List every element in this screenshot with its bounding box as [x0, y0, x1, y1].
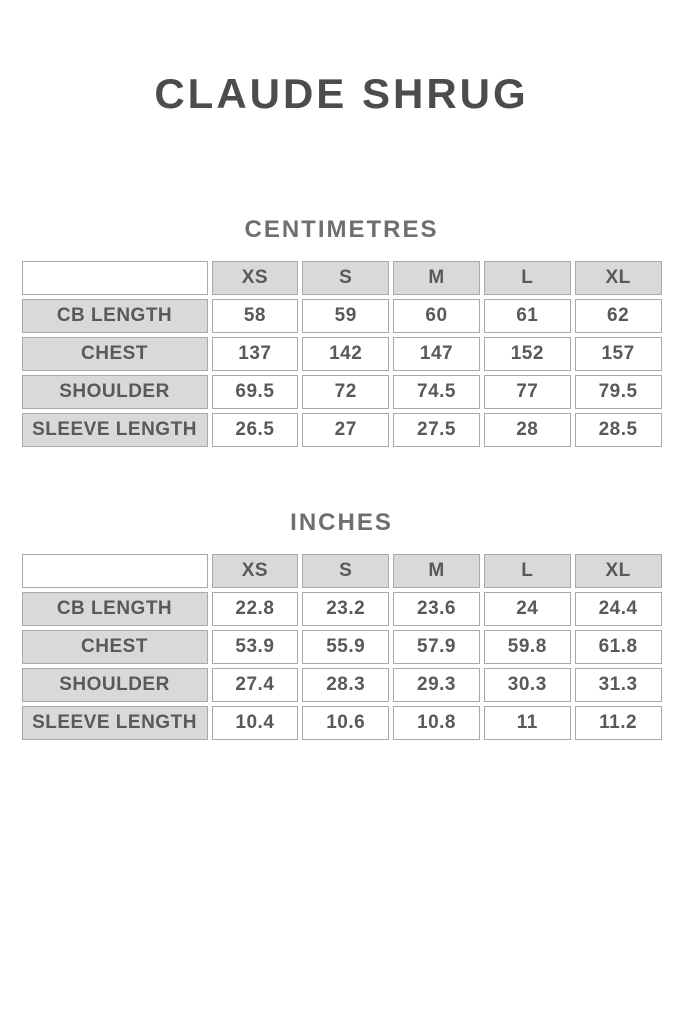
table-header-row: XS S M L XL	[21, 261, 662, 296]
value-cell: 72	[302, 375, 390, 410]
value-cell: 157	[574, 337, 662, 372]
corner-cell	[21, 553, 208, 588]
size-guide-page: CLAUDE SHRUG CENTIMETRES XS S M L XL CB …	[0, 70, 683, 744]
value-cell: 61.8	[574, 629, 662, 664]
value-cell: 60	[393, 299, 480, 334]
table-row-cb-length: CB LENGTH 22.8 23.2 23.6 24 24.4	[21, 591, 662, 626]
value-cell: 22.8	[211, 591, 299, 626]
row-label: CHEST	[21, 629, 208, 664]
size-column-header-xs: XS	[211, 553, 299, 588]
row-label: SHOULDER	[21, 375, 208, 410]
value-cell: 10.4	[211, 705, 299, 740]
size-column-header-s: S	[302, 553, 390, 588]
value-cell: 27	[302, 413, 390, 448]
value-cell: 23.2	[302, 591, 390, 626]
table-row-cb-length: CB LENGTH 58 59 60 61 62	[21, 299, 662, 334]
value-cell: 58	[211, 299, 299, 334]
value-cell: 23.6	[393, 591, 480, 626]
value-cell: 62	[574, 299, 662, 334]
inches-section: INCHES XS S M L XL CB LENGTH 22.8 23.2 2…	[0, 509, 683, 744]
table-header-row: XS S M L XL	[21, 553, 662, 588]
size-column-header-s: S	[302, 261, 390, 296]
value-cell: 28.3	[302, 667, 390, 702]
size-column-header-xl: XL	[574, 261, 662, 296]
centimetres-section: CENTIMETRES XS S M L XL CB LENGTH 58 59 …	[0, 216, 683, 451]
value-cell: 24	[483, 591, 571, 626]
row-label: CB LENGTH	[21, 299, 208, 334]
section-title-inches: INCHES	[290, 509, 393, 537]
size-table-inches: XS S M L XL CB LENGTH 22.8 23.2 23.6 24 …	[18, 550, 666, 744]
page-title: CLAUDE SHRUG	[154, 70, 529, 117]
value-cell: 77	[483, 375, 571, 410]
value-cell: 28	[483, 413, 571, 448]
value-cell: 142	[302, 337, 390, 372]
value-cell: 11.2	[574, 705, 662, 740]
table-row-shoulder: SHOULDER 27.4 28.3 29.3 30.3 31.3	[21, 667, 662, 702]
size-column-header-m: M	[393, 553, 480, 588]
size-column-header-xs: XS	[211, 261, 299, 296]
value-cell: 57.9	[393, 629, 480, 664]
size-column-header-xl: XL	[574, 553, 662, 588]
value-cell: 26.5	[211, 413, 299, 448]
value-cell: 28.5	[574, 413, 662, 448]
table-row-sleeve-length: SLEEVE LENGTH 10.4 10.6 10.8 11 11.2	[21, 705, 662, 740]
value-cell: 30.3	[483, 667, 571, 702]
size-column-header-m: M	[393, 261, 480, 296]
value-cell: 55.9	[302, 629, 390, 664]
value-cell: 10.8	[393, 705, 480, 740]
value-cell: 61	[483, 299, 571, 334]
row-label: CHEST	[21, 337, 208, 372]
table-row-chest: CHEST 53.9 55.9 57.9 59.8 61.8	[21, 629, 662, 664]
section-title-centimetres: CENTIMETRES	[244, 216, 439, 244]
value-cell: 147	[393, 337, 480, 372]
value-cell: 79.5	[574, 375, 662, 410]
table-row-chest: CHEST 137 142 147 152 157	[21, 337, 662, 372]
size-column-header-l: L	[483, 261, 571, 296]
corner-cell	[21, 261, 208, 296]
row-label: SLEEVE LENGTH	[21, 413, 208, 448]
row-label: SHOULDER	[21, 667, 208, 702]
value-cell: 74.5	[393, 375, 480, 410]
value-cell: 27.4	[211, 667, 299, 702]
value-cell: 11	[483, 705, 571, 740]
size-column-header-l: L	[483, 553, 571, 588]
value-cell: 24.4	[574, 591, 662, 626]
value-cell: 10.6	[302, 705, 390, 740]
value-cell: 53.9	[211, 629, 299, 664]
row-label: CB LENGTH	[21, 591, 208, 626]
size-table-centimetres: XS S M L XL CB LENGTH 58 59 60 61 62 CHE…	[18, 257, 666, 451]
value-cell: 27.5	[393, 413, 480, 448]
value-cell: 137	[211, 337, 299, 372]
table-row-shoulder: SHOULDER 69.5 72 74.5 77 79.5	[21, 375, 662, 410]
value-cell: 152	[483, 337, 571, 372]
value-cell: 59.8	[483, 629, 571, 664]
value-cell: 59	[302, 299, 390, 334]
table-row-sleeve-length: SLEEVE LENGTH 26.5 27 27.5 28 28.5	[21, 413, 662, 448]
value-cell: 31.3	[574, 667, 662, 702]
value-cell: 69.5	[211, 375, 299, 410]
row-label: SLEEVE LENGTH	[21, 705, 208, 740]
value-cell: 29.3	[393, 667, 480, 702]
